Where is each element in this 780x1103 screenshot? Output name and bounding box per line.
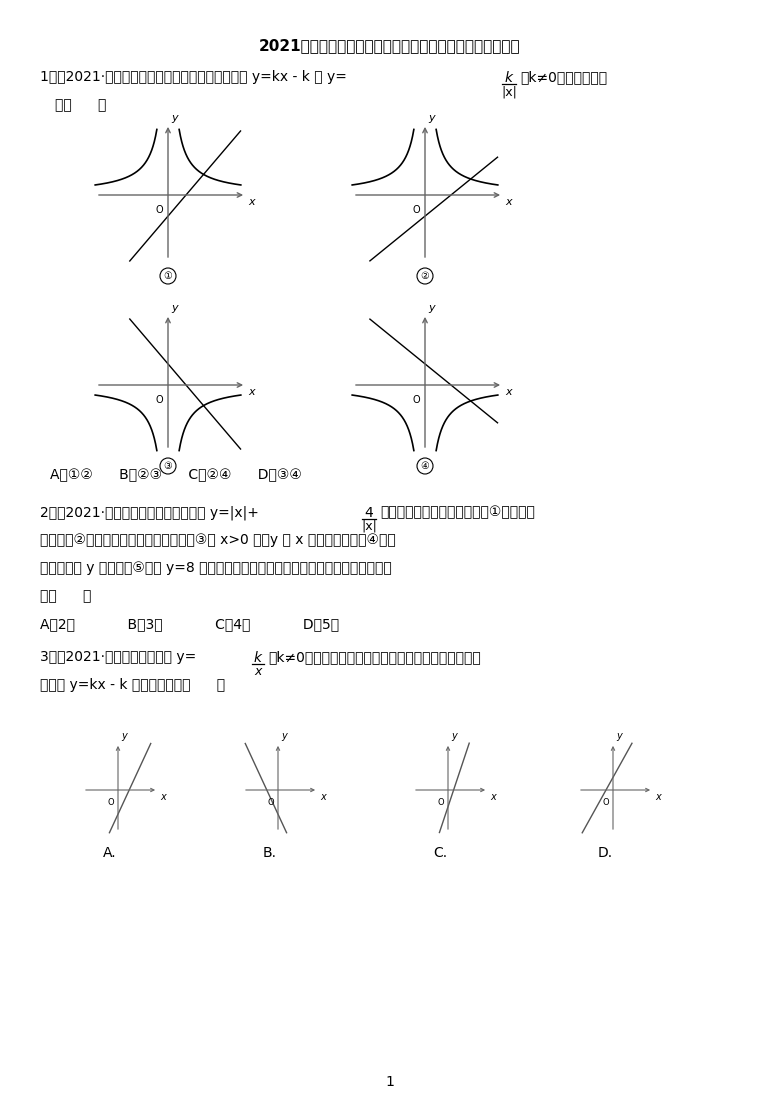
Text: x: x xyxy=(248,387,254,397)
Text: 最小值；②该函数图象与坐标轴无交点；③当 x>0 时，y 随 x 的增大而增大；④该函: 最小值；②该函数图象与坐标轴无交点；③当 x>0 时，y 随 x 的增大而增大；… xyxy=(40,533,395,547)
Text: ④: ④ xyxy=(420,461,429,471)
Text: O: O xyxy=(155,395,163,405)
Text: B.: B. xyxy=(263,846,277,860)
Text: x: x xyxy=(160,792,165,802)
Text: O: O xyxy=(413,395,420,405)
Text: D.: D. xyxy=(598,846,613,860)
Text: x: x xyxy=(320,792,326,802)
Text: y: y xyxy=(171,303,178,313)
Text: 1: 1 xyxy=(385,1075,395,1089)
Text: 4: 4 xyxy=(364,506,374,520)
Text: O: O xyxy=(268,797,274,807)
Text: y: y xyxy=(171,113,178,124)
Text: C.: C. xyxy=(433,846,447,860)
Text: O: O xyxy=(413,205,420,215)
Text: A.: A. xyxy=(103,846,117,860)
Text: |x|: |x| xyxy=(501,85,517,98)
Text: ②: ② xyxy=(420,271,429,281)
Text: A．2个            B．3个            C．4个            D．5个: A．2个 B．3个 C．4个 D．5个 xyxy=(40,617,339,631)
Text: x: x xyxy=(490,792,496,802)
Text: x: x xyxy=(505,197,512,207)
Text: 的图象时，发现有如下结论：①该函数有: 的图象时，发现有如下结论：①该函数有 xyxy=(380,505,535,520)
Text: x: x xyxy=(655,792,661,802)
Text: O: O xyxy=(438,797,444,807)
Text: O: O xyxy=(108,797,114,807)
Text: （k≠0）图象的两个分支分别位于第一、三象限，则一: （k≠0）图象的两个分支分别位于第一、三象限，则一 xyxy=(268,650,480,664)
Text: y: y xyxy=(121,731,126,741)
Text: y: y xyxy=(616,731,622,741)
Text: 2021年中考数学真题汇编之反比例函数的图像、性质及应用: 2021年中考数学真题汇编之反比例函数的图像、性质及应用 xyxy=(259,38,521,53)
Text: x: x xyxy=(505,387,512,397)
Text: A．①②      B．②③      C．②④      D．③④: A．①② B．②③ C．②④ D．③④ xyxy=(50,468,302,482)
Text: 2．（2021·德州）小红同学在研究函数 y=|x|+: 2．（2021·德州）小红同学在研究函数 y=|x|+ xyxy=(40,505,259,520)
Text: |x|: |x| xyxy=(361,520,377,533)
Text: 1．（2021·荆门）在同一平面直角坐标系中，函数 y=kx - k 与 y=: 1．（2021·荆门）在同一平面直角坐标系中，函数 y=kx - k 与 y= xyxy=(40,69,347,84)
Text: k: k xyxy=(505,71,513,85)
Text: ③: ③ xyxy=(164,461,172,471)
Text: O: O xyxy=(602,797,609,807)
Text: （k≠0）的大致图象: （k≠0）的大致图象 xyxy=(520,69,607,84)
Text: y: y xyxy=(451,731,457,741)
Text: 3．（2021·济南）反比例函数 y=: 3．（2021·济南）反比例函数 y= xyxy=(40,650,197,664)
Text: 为（      ）: 为（ ） xyxy=(40,589,91,603)
Text: ①: ① xyxy=(164,271,172,281)
Text: O: O xyxy=(155,205,163,215)
Text: 是（      ）: 是（ ） xyxy=(55,98,106,113)
Text: 次函数 y=kx - k 的图象大致是（      ）: 次函数 y=kx - k 的图象大致是（ ） xyxy=(40,678,225,692)
Text: 数图象关于 y 轴对称；⑤直线 y=8 与该函数图象有两个交点，则上述结论中正确的个数: 数图象关于 y 轴对称；⑤直线 y=8 与该函数图象有两个交点，则上述结论中正确… xyxy=(40,561,392,575)
Text: x: x xyxy=(248,197,254,207)
Text: y: y xyxy=(428,303,434,313)
Text: y: y xyxy=(281,731,287,741)
Text: y: y xyxy=(428,113,434,124)
Text: x: x xyxy=(254,665,261,678)
Text: k: k xyxy=(254,651,262,665)
